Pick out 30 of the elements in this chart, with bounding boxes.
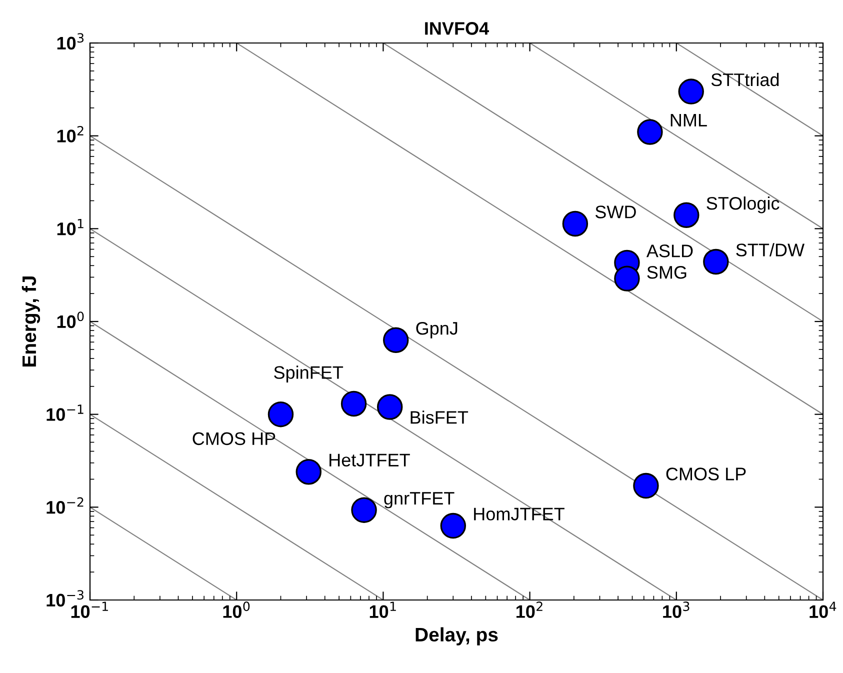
annotation: HetJTFET bbox=[330, 454, 410, 466]
annotation: SMG bbox=[647, 266, 686, 279]
annotation: gnrTFET bbox=[384, 492, 454, 508]
annotation: ASLD bbox=[646, 244, 693, 258]
y-axis-title: Energy, fJ bbox=[22, 276, 40, 366]
x-tick-label: 10$^{1}$ bbox=[370, 602, 396, 618]
annotation: GpnJ bbox=[416, 322, 458, 338]
x-tick-label: 10$^{3}$ bbox=[663, 602, 690, 618]
annotation: SWD bbox=[595, 206, 636, 218]
y-tick-label: 10$^{−1}$ bbox=[46, 404, 84, 421]
x-axis-title: Delay, ps bbox=[416, 627, 498, 646]
annotation: CMOS HP bbox=[192, 432, 276, 446]
annotation: STTtriad bbox=[711, 72, 779, 86]
x-tick-label: 10$^{−1}$ bbox=[71, 602, 108, 618]
annotation: SpinFET bbox=[274, 366, 344, 382]
x-tick-label: 10$^{2}$ bbox=[516, 602, 542, 618]
y-tick-label: 10$^{1}$ bbox=[57, 218, 84, 236]
annotation: STT/DW bbox=[736, 243, 804, 256]
annotation: HomJTFET bbox=[474, 508, 564, 520]
annotation: STOlogic bbox=[706, 196, 780, 214]
y-tick-label: 10$^{0}$ bbox=[57, 312, 84, 328]
chart-title: INVFO4 bbox=[425, 22, 490, 35]
annotation: NML bbox=[670, 114, 707, 126]
y-tick-label: 10$^{2}$ bbox=[57, 126, 84, 142]
y-tick-label: 10$^{−2}$ bbox=[46, 497, 84, 514]
y-tick-label: 10$^{3}$ bbox=[57, 33, 84, 50]
x-tick-label: 10$^{0}$ bbox=[223, 602, 250, 618]
annotation: CMOS LP bbox=[666, 468, 746, 480]
x-tick-label: 10$^{4}$ bbox=[810, 602, 836, 618]
annotation: BisFET bbox=[410, 410, 468, 424]
